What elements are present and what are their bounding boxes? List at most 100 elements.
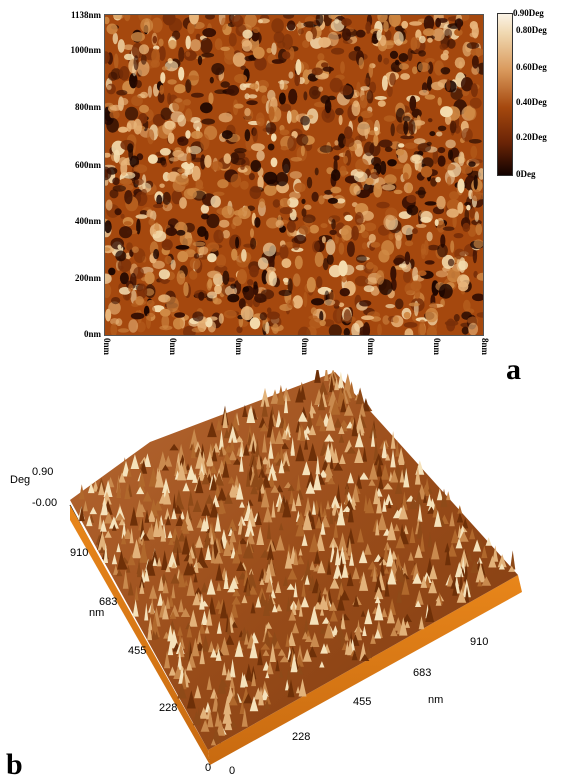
- phase-domain: [201, 52, 215, 58]
- phase-domain: [140, 18, 154, 33]
- phase-domain: [183, 281, 189, 297]
- surface-peak: [324, 433, 334, 442]
- surface-peak: [136, 486, 145, 495]
- surface-peak: [282, 460, 291, 472]
- phase-domain: [447, 149, 454, 160]
- phase-domain: [218, 219, 230, 228]
- phase-domain: [271, 18, 284, 34]
- phase-domain: [468, 139, 482, 144]
- phase-domain: [355, 29, 366, 38]
- surface-peak: [347, 502, 354, 523]
- surface-peak: [386, 521, 397, 541]
- phase-domain: [208, 92, 214, 105]
- phase-domain: [160, 107, 172, 121]
- surface-peak: [339, 453, 346, 464]
- surface-peak: [170, 573, 180, 584]
- surface-peak: [309, 400, 314, 419]
- surface-peak: [393, 617, 404, 631]
- surface-peak: [446, 491, 451, 501]
- surface-peak: [152, 517, 160, 537]
- surface-peak: [309, 605, 319, 625]
- surface-peak: [239, 501, 245, 508]
- surface-peak: [186, 463, 191, 470]
- surface-peak: [403, 467, 410, 488]
- phase-domain: [327, 197, 338, 204]
- phase-domain: [469, 97, 482, 109]
- phase-domain: [162, 11, 176, 26]
- y-tick: 1138nm: [70, 10, 101, 20]
- surface-peak: [278, 522, 284, 531]
- phase-domain: [147, 154, 158, 164]
- phase-domain: [109, 110, 120, 120]
- phase-domain: [249, 265, 259, 278]
- bottom-axis-tick: 0: [229, 765, 236, 777]
- surface-peak: [239, 699, 245, 714]
- phase-domain: [200, 102, 213, 114]
- phase-domain: [446, 268, 461, 283]
- surface-peak: [325, 500, 331, 510]
- surface-peak: [322, 586, 328, 595]
- phase-domain: [408, 302, 420, 307]
- surface-peak: [174, 461, 181, 476]
- surface-peak: [287, 484, 295, 491]
- phase-domain: [249, 317, 261, 330]
- surface-peak: [339, 419, 349, 427]
- phase-domain: [369, 81, 377, 94]
- x-tick: 0nm: [234, 338, 244, 356]
- phase-domain: [127, 143, 134, 153]
- phase-domain: [435, 270, 448, 278]
- surface-peak: [190, 441, 196, 459]
- surface-peak: [259, 483, 266, 494]
- phase-domain: [410, 154, 424, 164]
- surface-peak: [177, 643, 185, 658]
- left-axis-tick: 0: [205, 762, 212, 774]
- surface-peak: [295, 686, 301, 694]
- surface-peak: [373, 440, 379, 460]
- surface-peak: [339, 589, 350, 601]
- surface-peak: [223, 444, 234, 453]
- phase-domain: [249, 83, 259, 90]
- surface-peak: [242, 404, 248, 417]
- surface-peak: [259, 422, 269, 432]
- y-tick: 1000nm: [70, 45, 101, 55]
- surface-peak: [381, 440, 388, 459]
- phase-domain: [165, 227, 177, 237]
- surface-peak: [265, 462, 271, 474]
- surface-peak: [195, 535, 204, 548]
- phase-domain: [135, 80, 142, 89]
- surface-peak: [144, 509, 150, 523]
- phase-texture: [99, 8, 489, 342]
- phase-domain: [457, 18, 462, 31]
- surface-peak: [284, 550, 293, 569]
- surface-peak: [333, 562, 343, 579]
- surface-peak: [308, 424, 317, 436]
- surface-peak: [137, 558, 142, 578]
- phase-domain: [424, 201, 437, 206]
- surface-peak: [143, 453, 152, 467]
- phase-domain: [435, 176, 441, 183]
- phase-domain: [106, 23, 118, 35]
- surface-peak: [346, 572, 354, 587]
- z-tick: -0.00: [32, 497, 58, 509]
- surface-peak: [295, 519, 306, 537]
- surface-peak: [232, 549, 241, 564]
- phase-domain: [311, 191, 319, 202]
- surface-peak: [239, 446, 244, 457]
- surface-peak: [100, 496, 109, 516]
- phase-domain: [201, 213, 209, 220]
- phase-domain: [266, 47, 273, 54]
- surface-peak: [256, 473, 266, 491]
- surface-peak: [194, 685, 202, 699]
- surface-peak: [359, 472, 369, 480]
- phase-domain: [152, 260, 165, 269]
- phase-domain: [160, 72, 166, 84]
- surface-peak: [220, 599, 228, 619]
- phase-domain: [344, 214, 353, 222]
- surface-peak: [431, 541, 440, 560]
- phase-domain: [187, 22, 195, 35]
- surface-peak: [372, 565, 377, 582]
- surface-peak: [266, 453, 271, 468]
- bottom-axis-tick: 683: [413, 667, 432, 679]
- phase-domain: [415, 190, 427, 195]
- surface-peak: [134, 585, 139, 601]
